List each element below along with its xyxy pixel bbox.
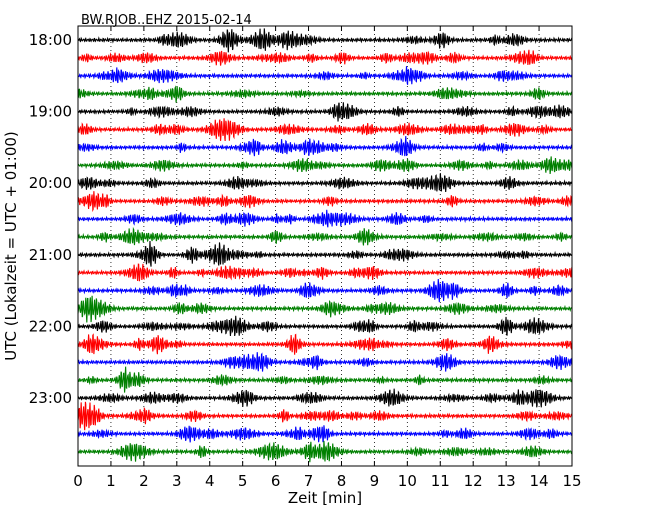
x-tick-label: 0 bbox=[73, 472, 83, 490]
x-tick-label: 1 bbox=[106, 472, 116, 490]
trace-row-10 bbox=[77, 209, 573, 228]
y-tick-label: 18:00 bbox=[29, 31, 72, 49]
trace-row-11 bbox=[77, 226, 573, 246]
trace-row-15 bbox=[77, 295, 573, 323]
seismic-traces bbox=[77, 28, 573, 463]
y-tick-label: 19:00 bbox=[29, 103, 72, 121]
y-tick-label: 21:00 bbox=[29, 246, 72, 264]
trace-row-6 bbox=[77, 136, 573, 157]
x-tick-label: 14 bbox=[530, 472, 549, 490]
trace-row-20 bbox=[77, 388, 573, 408]
x-tick-label: 5 bbox=[238, 472, 248, 490]
x-tick-label: 9 bbox=[370, 472, 380, 490]
trace-row-23 bbox=[77, 440, 573, 463]
y-tick-label: 20:00 bbox=[29, 174, 72, 192]
trace-row-16 bbox=[77, 315, 573, 337]
trace-row-4 bbox=[77, 102, 573, 122]
x-tick-label: 7 bbox=[304, 472, 314, 490]
x-axis-ticks: 0 1 2 3 4 5 6 7 8 9 10 11 12 13 14 15 bbox=[73, 26, 582, 490]
trace-row-17 bbox=[77, 333, 573, 355]
trace-row-12 bbox=[77, 240, 573, 267]
trace-row-7 bbox=[77, 156, 573, 174]
x-tick-label: 11 bbox=[431, 472, 450, 490]
trace-row-21 bbox=[77, 401, 573, 431]
x-tick-label: 12 bbox=[464, 472, 483, 490]
trace-row-18 bbox=[77, 352, 573, 372]
x-tick-label: 4 bbox=[205, 472, 215, 490]
x-tick-label: 13 bbox=[497, 472, 516, 490]
trace-row-3 bbox=[77, 85, 573, 103]
y-axis-title: UTC (Lokalzeit = UTC + 01:00) bbox=[2, 131, 20, 361]
trace-row-22 bbox=[77, 425, 573, 443]
vertical-gridlines bbox=[110, 26, 540, 466]
trace-row-19 bbox=[77, 366, 573, 393]
x-tick-label: 10 bbox=[398, 472, 417, 490]
trace-row-5 bbox=[77, 118, 573, 141]
trace-row-13 bbox=[77, 263, 573, 282]
x-tick-label: 3 bbox=[172, 472, 182, 490]
trace-row-9 bbox=[77, 191, 573, 213]
x-tick-label: 8 bbox=[337, 472, 347, 490]
y-tick-label: 23:00 bbox=[29, 389, 72, 407]
x-tick-label: 15 bbox=[562, 472, 581, 490]
trace-row-2 bbox=[77, 66, 573, 85]
x-tick-label: 6 bbox=[271, 472, 281, 490]
y-axis-ticks: 18:00 19:00 20:00 21:00 22:00 23:00 bbox=[29, 31, 572, 407]
x-axis-title: Zeit [min] bbox=[288, 489, 362, 507]
plot-frame bbox=[77, 25, 573, 467]
trace-row-14 bbox=[77, 278, 573, 303]
x-tick-label: 2 bbox=[139, 472, 149, 490]
chart-title: BW.RJOB..EHZ 2015-02-14 bbox=[81, 13, 252, 28]
y-tick-label: 22:00 bbox=[29, 317, 72, 335]
trace-row-1 bbox=[77, 49, 573, 66]
trace-row-8 bbox=[77, 173, 573, 193]
trace-row-0 bbox=[77, 28, 573, 53]
